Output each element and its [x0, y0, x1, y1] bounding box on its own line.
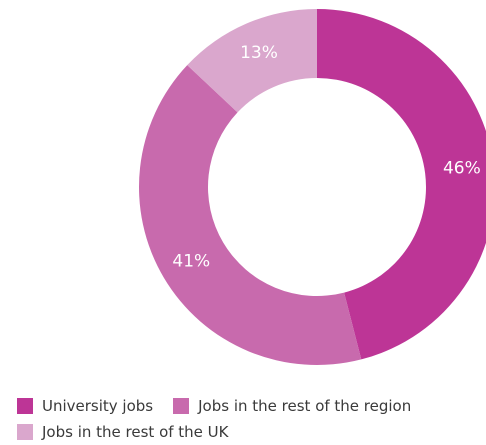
donut-slice-label-2: 13%	[240, 43, 278, 63]
donut-chart: 46% 41% 13%	[139, 9, 486, 365]
legend-swatch-rest-of-uk	[17, 424, 33, 440]
donut-slice-1	[139, 65, 362, 365]
legend-item-university-jobs: University jobs	[17, 393, 153, 419]
legend-item-rest-of-uk: Jobs in the rest of the UK	[17, 419, 229, 445]
donut-slice-label-1: 41%	[172, 251, 210, 271]
donut-slice-0	[317, 9, 486, 360]
legend-row-2: Jobs in the rest of the UK	[17, 419, 477, 445]
legend: University jobs Jobs in the rest of the …	[17, 393, 477, 445]
legend-label-rest-of-region: Jobs in the rest of the region	[198, 397, 412, 415]
legend-label-university-jobs: University jobs	[42, 397, 154, 415]
legend-row-1: University jobs Jobs in the rest of the …	[17, 393, 477, 419]
donut-labels: 46% 41% 13%	[172, 43, 480, 271]
legend-label-rest-of-uk: Jobs in the rest of the UK	[42, 423, 229, 441]
legend-swatch-rest-of-region	[173, 398, 190, 414]
donut-slice-label-0: 46%	[443, 159, 481, 179]
donut-slices	[139, 9, 486, 365]
donut-slice-2	[187, 9, 317, 113]
legend-item-rest-of-region: Jobs in the rest of the region	[173, 393, 411, 419]
legend-swatch-university-jobs	[17, 398, 33, 414]
